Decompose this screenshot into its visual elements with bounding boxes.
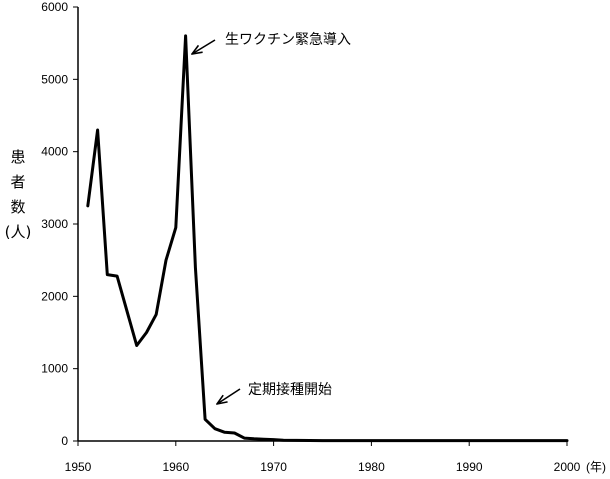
x-axis-label: (年) [586,460,606,474]
annotation-arrow [217,388,241,404]
y-tick-label: 3000 [41,217,68,231]
x-tick-label: 1960 [162,460,189,474]
annotation-label: 生ワクチン緊急導入 [225,32,351,48]
y-tick-label: 4000 [41,145,68,159]
y-axis-label: 患者数 (人) [5,148,32,241]
x-tick-label: 1970 [260,460,287,474]
annotation-label: 定期接種開始 [248,381,332,398]
x-tick-label: 1950 [65,460,92,474]
series-line [86,34,569,443]
x-tick-label: 1990 [456,460,483,474]
axes: 0 1000 2000 3000 4000 5000 6000 1950 1960 1970 198… [41,0,606,474]
annotation-arrow [192,39,216,54]
x-tick-label: 2000 [554,460,581,474]
y-axis-label-line: 患 [10,148,25,166]
y-axis-label-line: 数 [10,198,25,216]
y-tick-label: 1000 [41,362,68,376]
y-tick-label: 0 [61,434,68,448]
y-axis-label-line: 者 [10,173,25,191]
y-axis-label-line: (人) [5,223,32,241]
y-tick-label: 6000 [41,0,68,14]
y-tick-label: 5000 [41,72,68,86]
y-tick-label: 2000 [41,289,68,303]
data-series [86,34,569,443]
x-tick-label: 1980 [358,460,385,474]
